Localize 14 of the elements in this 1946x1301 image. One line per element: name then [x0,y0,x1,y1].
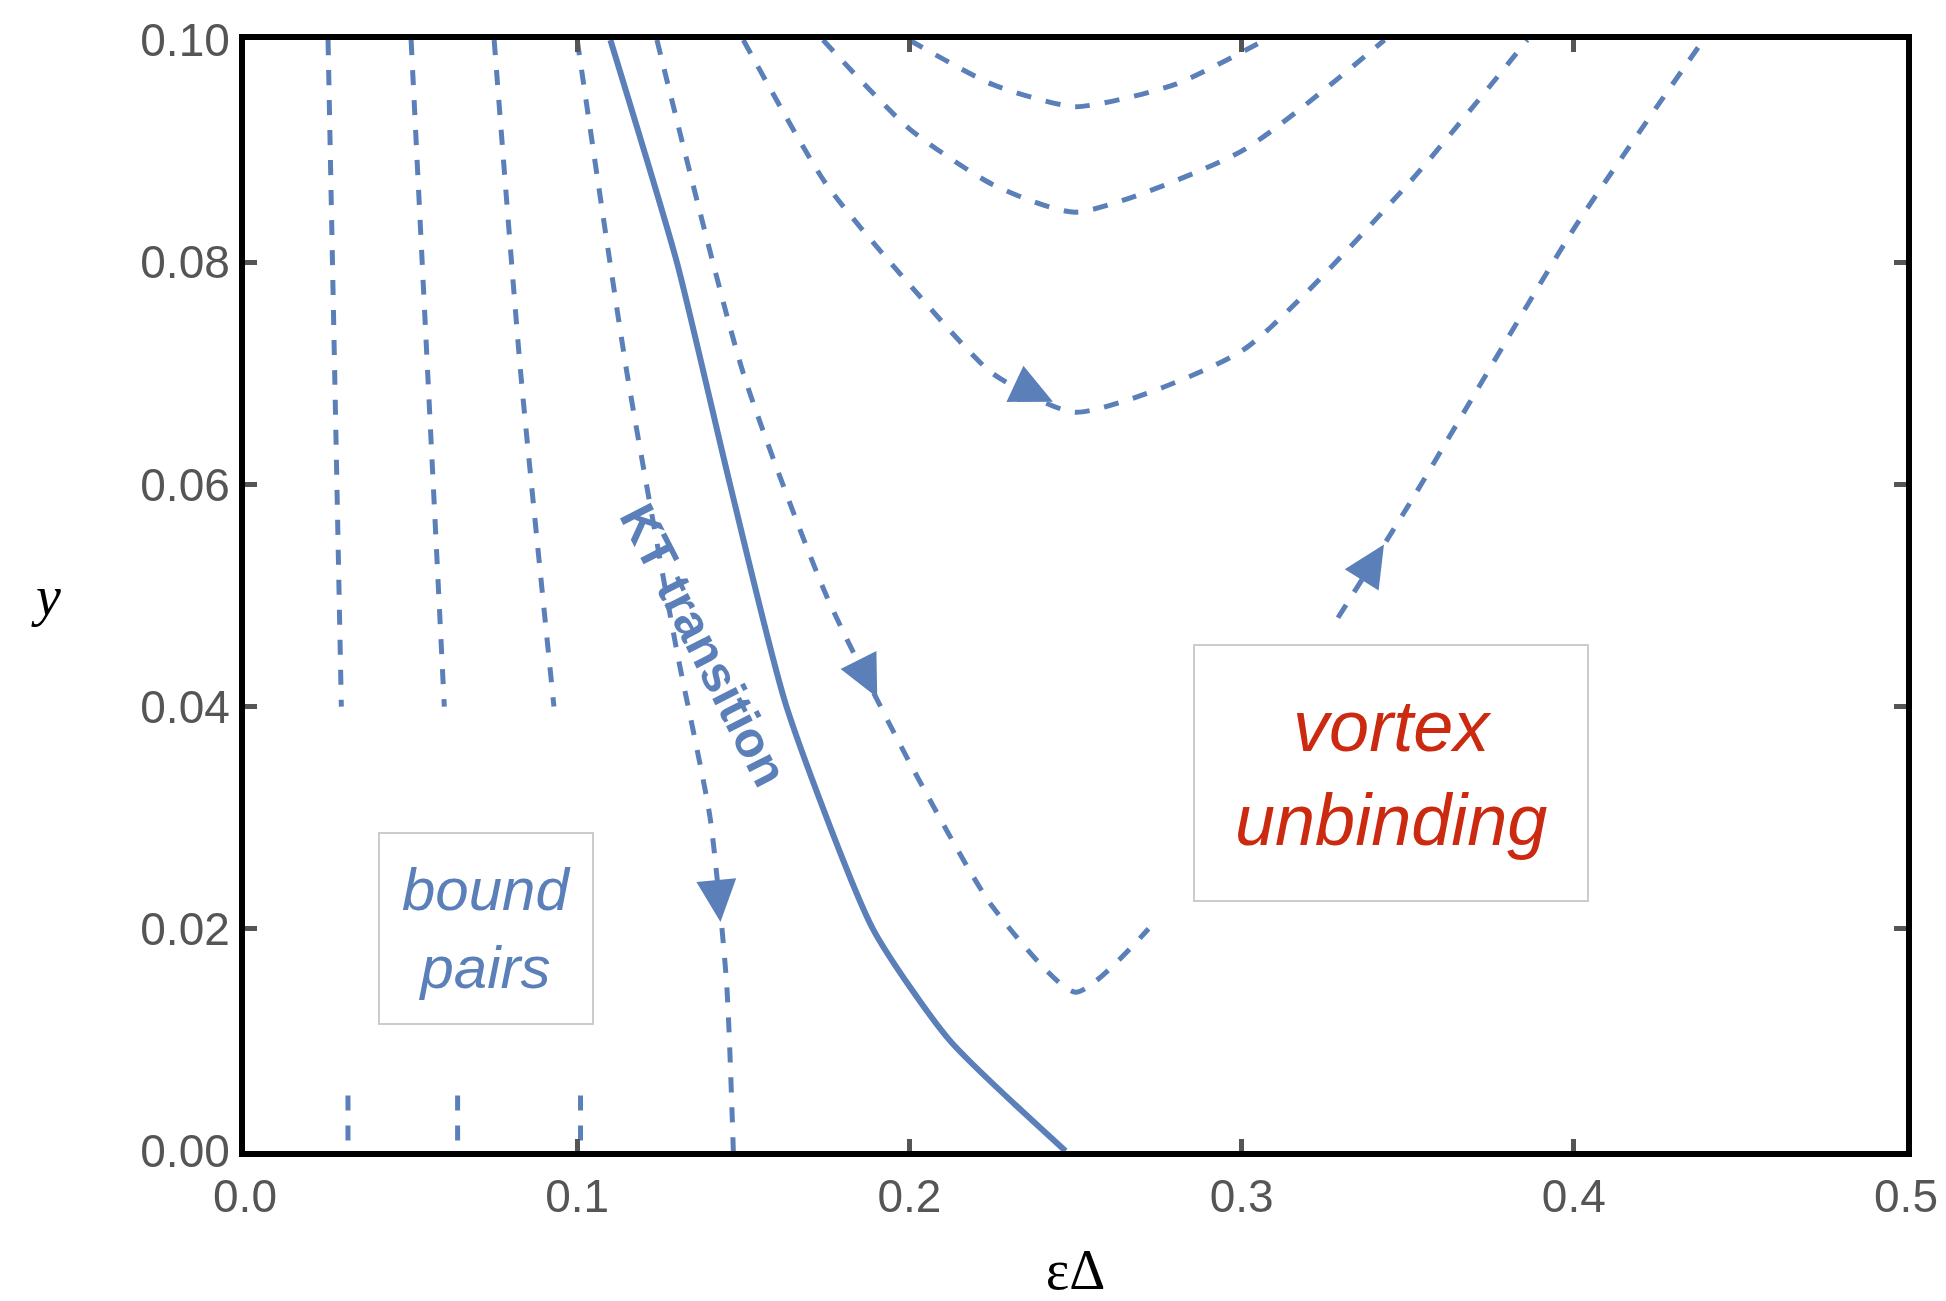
x-tick-label: 0.2 [877,1170,942,1223]
y-tick-label: 0.10 [140,14,230,67]
y-axis-title: y [31,565,61,627]
y-tick-label: 0.02 [140,902,230,955]
annotation: vortex unbinding [1235,686,1548,860]
y-tick-label: 0.04 [140,680,230,733]
y-tick-label: 0.06 [140,458,230,511]
y-tick-label: 0.08 [140,236,230,289]
x-tick-label: 0.4 [1541,1170,1606,1223]
x-tick-label: 0.5 [1874,1170,1938,1223]
x-axis-title: εΔ [1045,1239,1106,1301]
x-tick-label: 0.1 [545,1170,610,1223]
annotation: bound pairs [402,856,571,1001]
x-tick-label: 0.3 [1209,1170,1274,1223]
